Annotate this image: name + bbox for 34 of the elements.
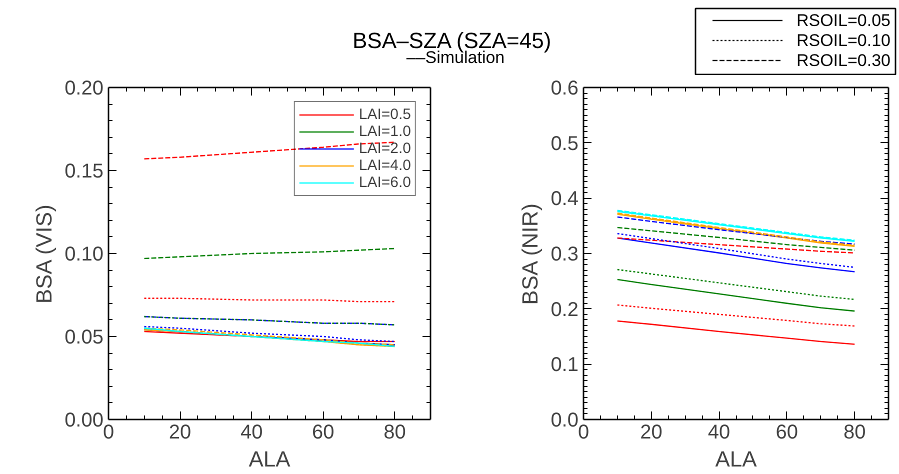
- y-tick-label: 0.20: [64, 78, 104, 100]
- x-tick-label: 0: [578, 422, 590, 444]
- x-tick-label: 80: [384, 422, 406, 444]
- y-tick-label: 0.2: [550, 298, 579, 321]
- y-tick-label: 0.00: [64, 410, 104, 432]
- x-tick-label: 20: [168, 422, 192, 444]
- x-tick-label: 0: [102, 422, 114, 444]
- y-tick-label: 0.1: [550, 354, 579, 376]
- y-tick-label: 0.4: [550, 188, 579, 210]
- legend-label: LAI=0.5: [358, 106, 411, 123]
- y-tick-label: 0.10: [64, 244, 104, 266]
- y-tick-label: 0.0: [550, 410, 579, 432]
- y-axis-title: BSA (NIR): [518, 203, 543, 305]
- text: RSOIL=0.30: [796, 51, 890, 70]
- x-tick-label: 40: [708, 422, 730, 444]
- x-tick-label: 60: [312, 422, 334, 444]
- y-tick-label: 0.6: [550, 78, 579, 100]
- legend-label: LAI=1.0: [358, 123, 411, 140]
- x-tick-label: 80: [843, 422, 866, 444]
- y-tick-label: 0.5: [550, 132, 579, 155]
- y-tick-label: 0.05: [64, 326, 104, 348]
- x-tick-label: 40: [240, 422, 263, 444]
- text: RSOIL=0.10: [796, 31, 890, 50]
- x-axis-title: ALA: [248, 446, 291, 472]
- y-tick-label: 0.15: [64, 160, 104, 182]
- x-axis-title: ALA: [715, 446, 758, 472]
- y-tick-label: 0.3: [550, 244, 579, 266]
- x-tick-label: 60: [776, 422, 798, 444]
- legend-label: LAI=2.0: [358, 140, 411, 157]
- y-axis-title: BSA (VIS): [32, 204, 57, 304]
- legend-label: LAI=6.0: [358, 174, 411, 191]
- x-tick-label: 20: [640, 422, 662, 444]
- text: RSOIL=0.05: [796, 11, 890, 30]
- legend-label: LAI=4.0: [358, 157, 411, 174]
